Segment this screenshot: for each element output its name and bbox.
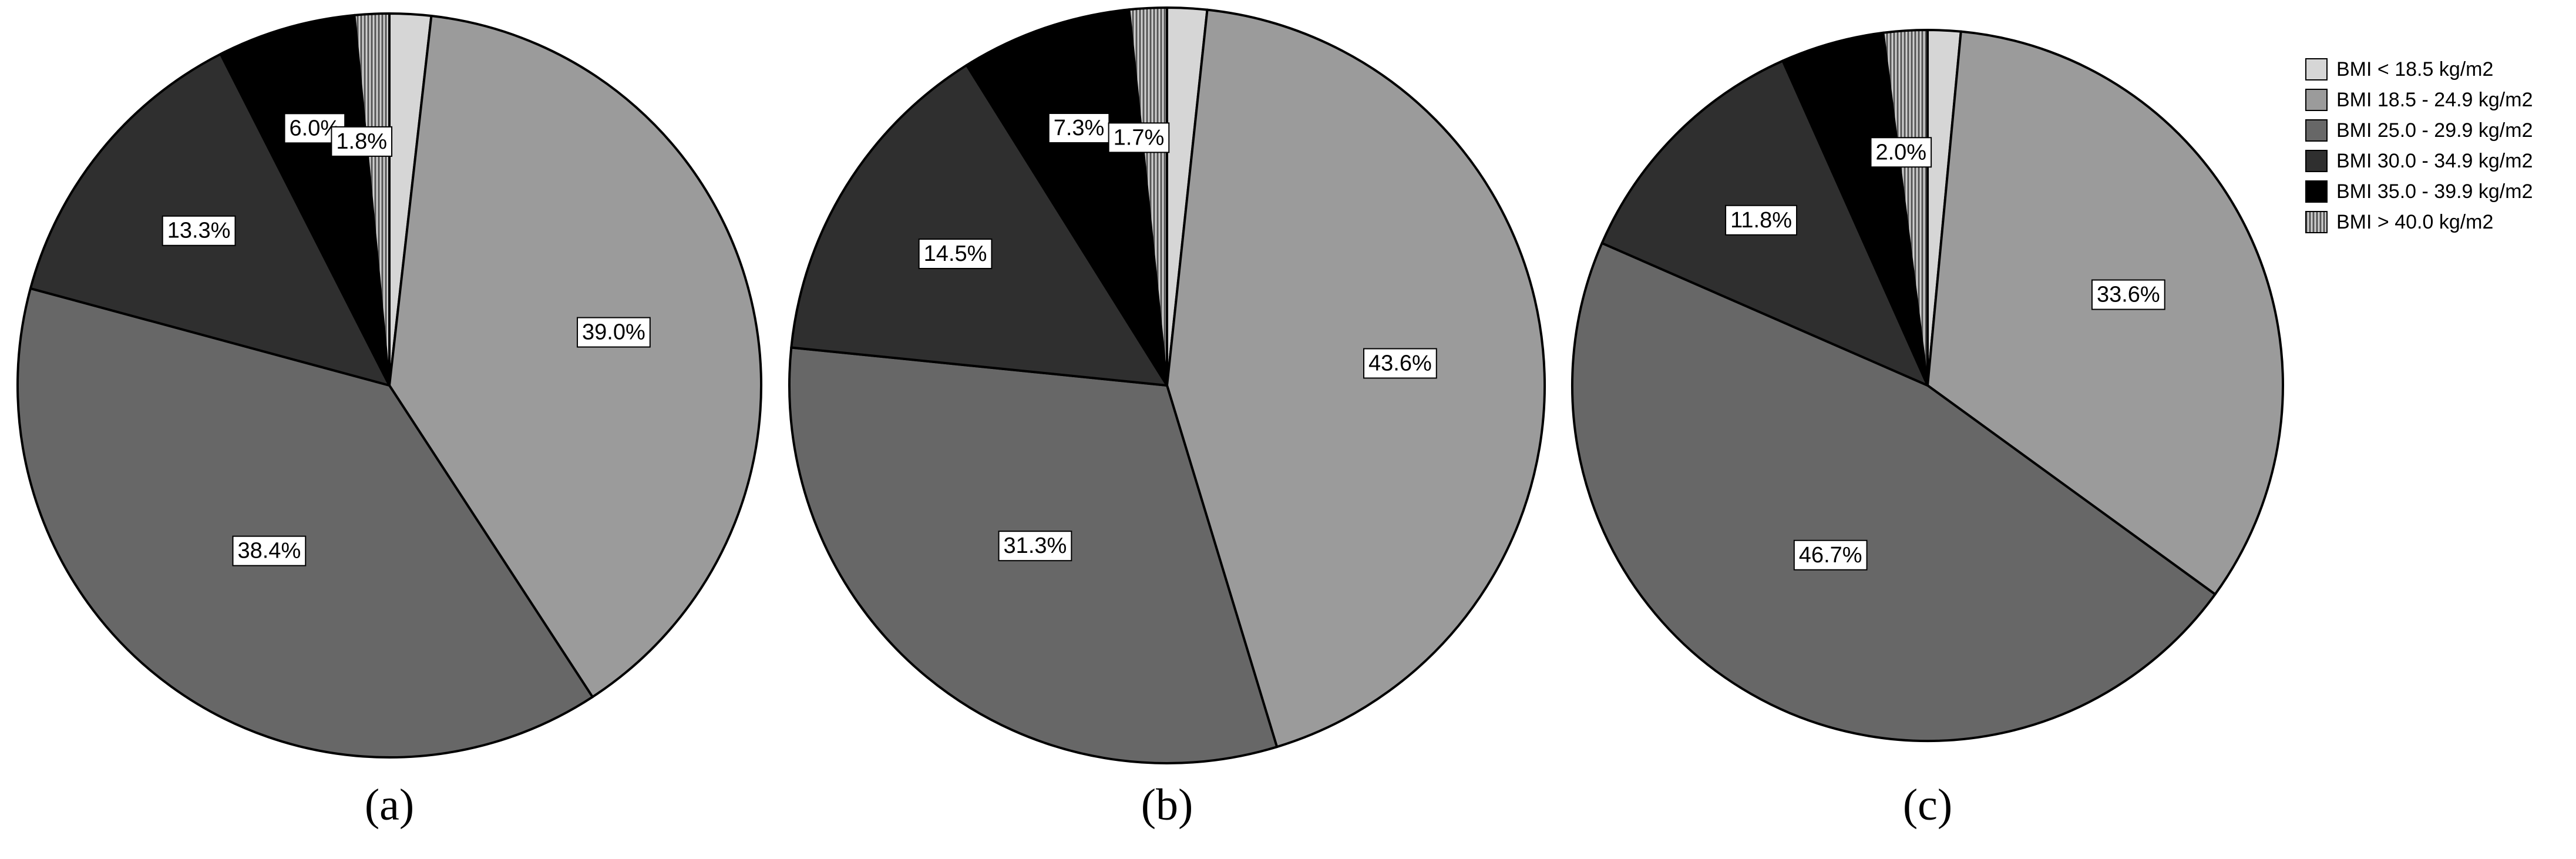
legend-label: BMI 35.0 - 39.9 kg/m2 — [2336, 180, 2533, 203]
svg-text:2.0%: 2.0% — [1875, 140, 1926, 165]
svg-text:11.8%: 11.8% — [1730, 208, 1792, 233]
slice-data-label: 1.8% — [331, 126, 393, 157]
pie-chart-1: 39.0%38.4%13.3%6.0%1.8% — [16, 12, 763, 759]
pie-slice — [353, 12, 391, 387]
legend-label: BMI < 18.5 kg/m2 — [2336, 58, 2493, 80]
slice-data-label: 31.3% — [998, 531, 1072, 562]
svg-text:38.4%: 38.4% — [237, 539, 301, 563]
pie-charts-group: 39.0%38.4%13.3%6.0%1.8%43.6%31.3%14.5%7.… — [16, 6, 2284, 765]
pie-chart-2: 43.6% 31.3% 14.5% 7.3% 1.7% — [788, 6, 1546, 765]
pie-chart-3: 33.6% 46.7% 11.8% 2.0% — [1571, 29, 2284, 743]
svg-text:33.6%: 33.6% — [2097, 283, 2160, 307]
legend-item: BMI > 40.0 kg/m2 — [2305, 211, 2493, 233]
svg-text:1.7%: 1.7% — [1114, 125, 1165, 150]
pie-slice — [219, 14, 391, 387]
slice-data-label: 14.5% — [918, 238, 993, 269]
panel-label: (c) — [1903, 780, 1952, 830]
legend-swatch — [2305, 150, 2328, 172]
svg-text:31.3%: 31.3% — [1004, 533, 1067, 558]
legend-swatch — [2305, 119, 2328, 142]
legend-item: BMI < 18.5 kg/m2 — [2305, 58, 2493, 80]
svg-text:39.0%: 39.0% — [582, 320, 645, 345]
legend-item: BMI 18.5 - 24.9 kg/m2 — [2305, 89, 2533, 111]
legend-label: BMI > 40.0 kg/m2 — [2336, 211, 2493, 233]
pie-slice — [965, 8, 1168, 387]
legend-swatch — [2305, 58, 2328, 80]
legend-label: BMI 25.0 - 29.9 kg/m2 — [2336, 119, 2533, 142]
legend-swatch — [2305, 211, 2328, 233]
pie-slice — [1571, 241, 2217, 743]
pie-slice — [790, 63, 1168, 387]
legend-item: BMI 25.0 - 29.9 kg/m2 — [2305, 119, 2533, 142]
pie-slice — [1128, 6, 1168, 387]
slice-data-label: 33.6% — [2091, 279, 2165, 310]
slice-data-label: 1.7% — [1108, 122, 1170, 153]
panel-label: (b) — [1141, 780, 1193, 830]
legend: BMI < 18.5 kg/m2 BMI 18.5 - 24.9 kg/m2 BMI… — [2305, 58, 2533, 233]
slice-data-label: 2.0% — [1870, 137, 1932, 168]
pie-slice — [1166, 8, 1546, 749]
legend-swatch — [2305, 180, 2328, 203]
legend-swatch — [2305, 89, 2328, 111]
pie-slice — [1781, 31, 1929, 387]
panel-label: (a) — [365, 780, 414, 830]
slice-data-label: 39.0% — [577, 317, 651, 348]
svg-text:43.6%: 43.6% — [1368, 351, 1432, 375]
slice-data-label: 13.3% — [162, 215, 236, 246]
legend-label: BMI 18.5 - 24.9 kg/m2 — [2336, 89, 2533, 111]
legend-item: BMI 35.0 - 39.9 kg/m2 — [2305, 180, 2533, 203]
legend-item: BMI 30.0 - 34.9 kg/m2 — [2305, 150, 2533, 172]
pie-slice — [1882, 29, 1929, 387]
svg-text:46.7%: 46.7% — [1799, 543, 1862, 568]
svg-text:1.8%: 1.8% — [336, 129, 387, 154]
svg-text:13.3%: 13.3% — [167, 219, 231, 243]
panel-labels-group: (a) (b) (c) — [365, 780, 1952, 830]
slice-data-label: 7.3% — [1048, 113, 1110, 144]
slice-data-label: 11.8% — [1725, 204, 1798, 236]
svg-text:7.3%: 7.3% — [1054, 116, 1105, 140]
pie-slice — [1926, 30, 2284, 596]
slice-data-label: 43.6% — [1363, 348, 1437, 379]
svg-text:14.5%: 14.5% — [924, 241, 987, 266]
slice-data-label: 38.4% — [232, 535, 307, 566]
slice-data-label: 46.7% — [1793, 539, 1868, 571]
legend-label: BMI 30.0 - 34.9 kg/m2 — [2336, 150, 2533, 172]
pie-slice — [16, 287, 594, 759]
